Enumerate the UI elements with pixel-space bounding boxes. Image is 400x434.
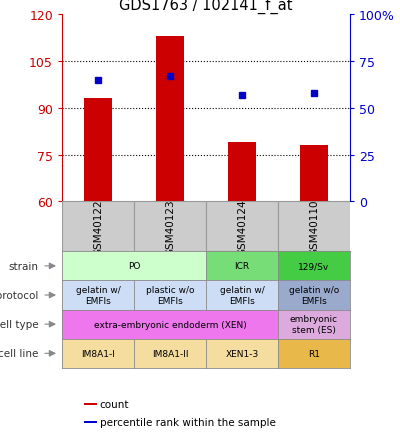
Bar [228,143,256,202]
Text: strain: strain [8,261,38,271]
Bar [206,202,278,252]
Text: percentile rank within the sample: percentile rank within the sample [100,417,276,427]
Bar [300,146,328,202]
Bar [156,37,184,202]
Text: GSM40122: GSM40122 [93,198,103,255]
Text: cell type: cell type [0,319,38,329]
Text: embryonic
stem (ES): embryonic stem (ES) [290,315,338,334]
Text: ICR: ICR [234,262,250,271]
Text: gelatin w/o
EMFIs: gelatin w/o EMFIs [289,286,339,305]
Bar [134,202,206,252]
Text: GSM40110: GSM40110 [309,199,319,255]
Text: plastic w/o
EMFIs: plastic w/o EMFIs [146,286,194,305]
Text: count: count [100,399,129,409]
Text: gelatin w/
EMFIs: gelatin w/ EMFIs [76,286,120,305]
Text: 129/Sv: 129/Sv [298,262,330,271]
Bar [84,403,97,405]
Text: IM8A1-I: IM8A1-I [81,349,115,358]
Bar [278,202,350,252]
Bar [62,202,134,252]
Text: IM8A1-II: IM8A1-II [152,349,188,358]
Text: GSM40124: GSM40124 [237,198,247,255]
Text: cell line: cell line [0,349,38,358]
Title: GDS1763 / 102141_f_at: GDS1763 / 102141_f_at [119,0,293,14]
Text: extra-embryonic endoderm (XEN): extra-embryonic endoderm (XEN) [94,320,246,329]
Text: growth protocol: growth protocol [0,290,38,300]
Text: XEN1-3: XEN1-3 [225,349,259,358]
Bar [84,421,97,423]
Text: PO: PO [128,262,140,271]
Text: GSM40123: GSM40123 [165,198,175,255]
Bar [84,99,112,202]
Text: gelatin w/
EMFIs: gelatin w/ EMFIs [220,286,264,305]
Text: R1: R1 [308,349,320,358]
